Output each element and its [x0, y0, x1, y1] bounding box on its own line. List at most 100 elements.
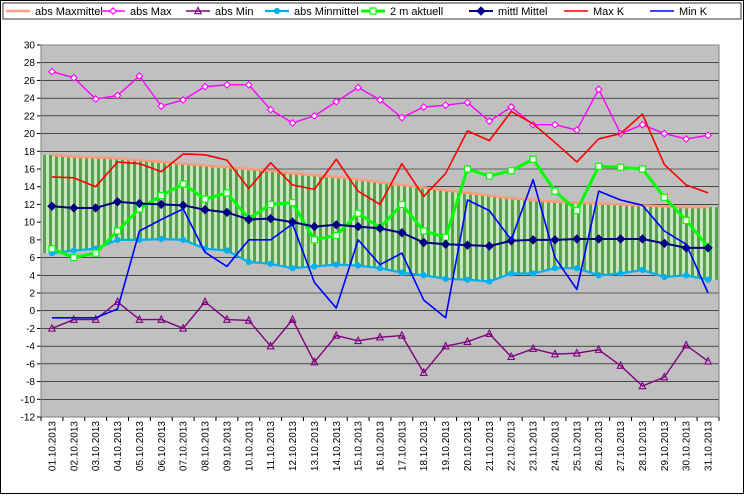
legend-label: Max K: [593, 6, 625, 18]
data-point: [464, 166, 470, 172]
x-tick-label: 30.10.2013: [682, 421, 693, 471]
data-point: [355, 210, 361, 216]
data-point: [661, 194, 667, 200]
x-tick-label: 21.10.2013: [485, 421, 496, 471]
x-tick-label: 12.10.2013: [288, 421, 299, 471]
data-point: [684, 273, 689, 278]
x-tick-label: 22.10.2013: [507, 421, 518, 471]
x-tick-label: 26.10.2013: [594, 421, 605, 471]
x-tick-label: 05.10.2013: [135, 421, 146, 471]
data-point: [596, 163, 602, 169]
data-point: [159, 236, 164, 241]
data-point: [224, 248, 229, 253]
data-point: [246, 259, 251, 264]
y-tick-label: 30: [24, 41, 36, 52]
legend-label: abs Max: [130, 6, 172, 18]
y-tick-label: -2: [26, 324, 35, 335]
data-point: [115, 237, 120, 242]
x-tick-label: 25.10.2013: [572, 421, 583, 471]
data-point: [71, 248, 76, 253]
x-tick-label: 31.10.2013: [704, 421, 715, 471]
x-tick-label: 27.10.2013: [616, 421, 627, 471]
legend-label: abs Maxmittel: [35, 6, 103, 18]
x-tick-label: 14.10.2013: [332, 421, 343, 471]
data-point: [49, 246, 55, 252]
legend: abs Maxmittel abs Max abs Min abs Minmittel…: [3, 3, 741, 19]
x-tick-label: 20.10.2013: [463, 421, 474, 471]
y-tick-label: -8: [26, 377, 35, 388]
x-tick-label: 29.10.2013: [660, 421, 671, 471]
data-point: [552, 188, 558, 194]
y-tick-label: 16: [24, 165, 36, 176]
data-point: [486, 173, 492, 179]
data-point: [421, 228, 427, 234]
y-tick-label: -6: [26, 359, 35, 370]
y-tick-label: 20: [24, 129, 36, 140]
data-point: [421, 273, 426, 278]
x-tick-label: 09.10.2013: [222, 421, 233, 471]
y-tick-label: 12: [24, 200, 36, 211]
data-point: [158, 193, 164, 199]
data-point: [662, 274, 667, 279]
legend-label: abs Min: [215, 6, 254, 18]
y-tick-label: -12: [21, 413, 36, 424]
data-point: [508, 168, 514, 174]
y-tick-label: -4: [26, 342, 35, 353]
x-tick-label: 08.10.2013: [201, 421, 212, 471]
data-point: [574, 208, 580, 214]
data-point: [487, 279, 492, 284]
data-point: [377, 266, 382, 271]
y-tick-label: 14: [24, 182, 36, 193]
y-tick-label: 22: [24, 111, 36, 122]
y-tick-label: 24: [24, 94, 36, 105]
data-point: [311, 237, 317, 243]
data-point: [443, 276, 448, 281]
data-point: [312, 264, 317, 269]
data-point: [181, 237, 186, 242]
x-tick-label: 13.10.2013: [310, 421, 321, 471]
legend-label: abs Minmittel: [294, 6, 359, 18]
data-point: [705, 277, 710, 282]
x-tick-label: 07.10.2013: [179, 421, 190, 471]
x-tick-label: 16.10.2013: [376, 421, 387, 471]
y-tick-label: 26: [24, 76, 36, 87]
x-tick-label: 02.10.2013: [69, 421, 80, 471]
data-point: [224, 190, 230, 196]
x-tick-label: 15.10.2013: [354, 421, 365, 471]
data-point: [443, 234, 449, 240]
legend-marker: [370, 8, 376, 14]
y-tick-label: 6: [29, 253, 35, 264]
y-tick-label: 0: [29, 306, 35, 317]
data-point: [574, 266, 579, 271]
data-point: [530, 156, 536, 162]
data-point: [683, 217, 689, 223]
x-tick-label: 28.10.2013: [638, 421, 649, 471]
legend-label: Min K: [679, 6, 708, 18]
data-point: [552, 266, 557, 271]
data-point: [618, 271, 623, 276]
x-tick-label: 19.10.2013: [441, 421, 452, 471]
x-tick-label: 23.10.2013: [529, 421, 540, 471]
x-tick-label: 03.10.2013: [91, 421, 102, 471]
x-tick-label: 18.10.2013: [419, 421, 430, 471]
x-tick-label: 24.10.2013: [550, 421, 561, 471]
y-tick-label: -10: [21, 395, 36, 406]
data-point: [356, 263, 361, 268]
data-point: [333, 232, 339, 238]
x-tick-label: 06.10.2013: [157, 421, 168, 471]
y-tick-label: 4: [29, 271, 35, 282]
data-point: [93, 250, 99, 256]
data-point: [115, 228, 121, 234]
y-tick-label: 8: [29, 235, 35, 246]
data-point: [640, 267, 645, 272]
x-tick-label: 11.10.2013: [266, 421, 277, 471]
data-point: [268, 201, 274, 207]
y-tick-label: 28: [24, 58, 36, 69]
x-tick-label: 10.10.2013: [244, 421, 255, 471]
data-point: [618, 164, 624, 170]
data-point: [399, 201, 405, 207]
y-tick-label: 18: [24, 147, 36, 158]
data-point: [530, 271, 535, 276]
